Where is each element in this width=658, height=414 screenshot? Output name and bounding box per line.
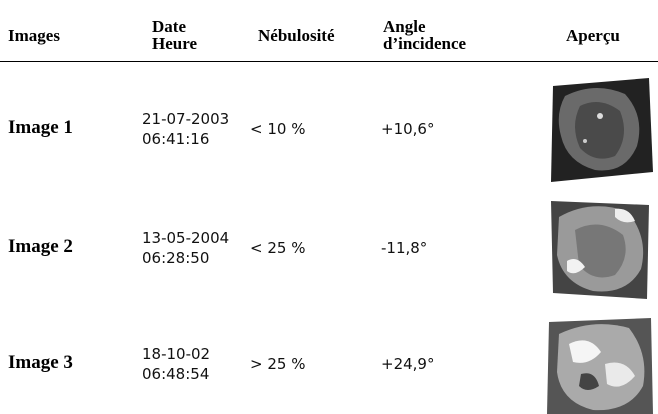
- preview-image: [545, 76, 655, 184]
- row-label: Image 1: [8, 117, 73, 139]
- header-rule: [0, 61, 658, 62]
- column-header: d’incidence: [383, 35, 466, 52]
- column-header: Images: [8, 27, 60, 44]
- cell-value: +24,9°: [381, 355, 434, 374]
- row-label: Image 3: [8, 352, 73, 374]
- cell-value: 18-10-02: [142, 345, 210, 364]
- cell-value: +10,6°: [381, 120, 434, 139]
- column-header: Angle: [383, 18, 426, 35]
- column-header: Date: [152, 18, 186, 35]
- cell-value: 06:41:16: [142, 130, 209, 149]
- table-page: Images DateHeure Nébulosité Angled’incidenc…: [0, 0, 658, 414]
- column-header: Heure: [152, 35, 197, 52]
- cell-value: 06:48:54: [142, 365, 209, 384]
- cell-value: 21-07-2003: [142, 110, 229, 129]
- cell-value: 06:28:50: [142, 249, 209, 268]
- row-label: Image 2: [8, 236, 73, 258]
- cell-value: 13-05-2004: [142, 229, 229, 248]
- preview-image: [545, 195, 655, 303]
- cell-value: > 25 %: [250, 355, 305, 374]
- preview-image: [545, 314, 655, 414]
- column-header: Aperçu: [566, 27, 620, 44]
- column-header: Nébulosité: [258, 27, 335, 44]
- cell-value: -11,8°: [381, 239, 427, 258]
- cell-value: < 25 %: [250, 239, 305, 258]
- cell-value: < 10 %: [250, 120, 305, 139]
